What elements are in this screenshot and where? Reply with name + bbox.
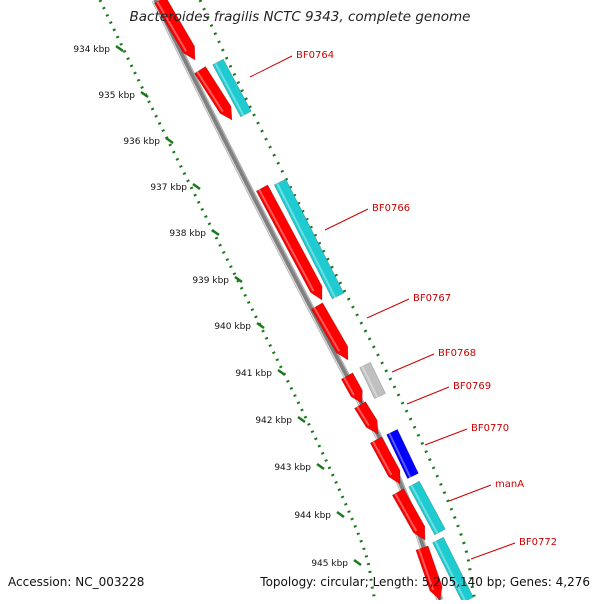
kbp-tick-label: 935 kbp [98, 91, 135, 101]
cds-forward-bf0772-shine [417, 548, 434, 591]
gene-label: BF0769 [453, 381, 491, 392]
kbp-tick-mark [353, 558, 362, 567]
kbp-tick-mark [256, 321, 265, 330]
topology-value: circular; [320, 575, 369, 589]
cds-forward-bf0764-shine [196, 71, 224, 113]
cds-reverse-bf0766 [273, 178, 345, 300]
kbp-tick-mark [140, 90, 149, 99]
kbp-tick-mark [336, 510, 345, 519]
backbone-layer [151, 0, 444, 602]
gene-leader-line [424, 428, 468, 446]
kbp-tick-label: 940 kbp [214, 322, 251, 332]
genome-summary-footer: Topology: circular; Length: 5,205,140 bp… [260, 575, 590, 589]
feature-bf0770 [386, 428, 419, 480]
gene-leader-line [391, 353, 435, 373]
kbp-tick-label: 936 kbp [123, 137, 160, 147]
feature-layer [153, 0, 474, 604]
cds-reverse-bf0764 [212, 58, 252, 118]
feature-bf0768 [359, 361, 386, 400]
cds-forward-mana-shine [394, 493, 418, 532]
gene-label: BF0770 [471, 423, 509, 434]
kbp-tick-mark [234, 275, 243, 284]
gene-leader-line [406, 386, 450, 405]
kbp-tick-mark [297, 415, 306, 424]
length-label: Length: [372, 575, 419, 589]
gene-label: BF0768 [438, 348, 476, 359]
gene-label-layer: BF0764 BF0766 BF0767 BF0768 BF0769 BF0770 manA… [249, 50, 557, 560]
backbone-line [153, 0, 442, 601]
accession-label: Accession: [8, 575, 72, 589]
cds-forward-bf0767-shine [313, 307, 341, 352]
kbp-tick-mark [115, 44, 124, 53]
kbp-tick-label: 934 kbp [73, 45, 110, 55]
gene-leader-line [249, 55, 293, 78]
genes-value: 4,276 [555, 575, 590, 589]
cds-reverse-bf0772 [432, 536, 474, 604]
cds-forward-bf0769 [354, 401, 379, 435]
kbp-tick-label: 944 kbp [294, 511, 331, 521]
tick-layer: 934 kbp 935 kbp 936 kbp 937 kbp 938 kbp 939 k… [73, 0, 477, 601]
gene-label: BF0767 [413, 293, 451, 304]
gene-label: manA [495, 479, 524, 490]
cds-reverse-bf0764-shine [214, 62, 245, 116]
genes-label: Genes: [509, 575, 552, 589]
accession-value: NC_003228 [75, 575, 145, 589]
cds-forward-bf0770 [369, 436, 401, 485]
length-value: 5,205,140 bp; [421, 575, 507, 589]
cds-forward-bf0769-shine [356, 406, 370, 427]
gene-leader-line [366, 298, 410, 319]
gene-leader-line [324, 208, 369, 231]
cds-reverse-mana [408, 480, 446, 536]
gene-label: BF0772 [519, 537, 557, 548]
kbp-tick-label: 943 kbp [274, 463, 311, 473]
kbp-tick-label: 939 kbp [192, 276, 229, 286]
gene-leader-line [470, 542, 516, 560]
gene-leader-line [448, 484, 492, 502]
cds-forward-bf0770-shine [372, 441, 393, 476]
cds-reverse-mana-shine [410, 484, 439, 534]
kbp-tick-mark [165, 136, 174, 145]
feature-bf0768-shine [361, 365, 379, 398]
cds-forward-bf0772 [415, 545, 443, 601]
cds-forward-bf0763-shine [156, 1, 187, 52]
map-title: Bacteroides fragilis NCTC 9343, complete… [129, 9, 471, 25]
topology-label: Topology: [260, 575, 317, 589]
accession-footer: Accession: NC_003228 [8, 575, 144, 589]
gene-label: BF0764 [296, 50, 334, 61]
cds-forward-bf0763 [153, 0, 196, 61]
gene-label: BF0766 [372, 203, 410, 214]
feature-bf0770-shine [388, 432, 412, 478]
cds-forward-mana [391, 488, 426, 541]
cds-forward-bf0764 [194, 66, 233, 121]
kbp-tick-label: 942 kbp [255, 416, 292, 426]
cds-reverse-bf0772-shine [434, 540, 467, 602]
cds-forward-bf0766 [255, 184, 323, 301]
kbp-tick-mark [316, 462, 325, 471]
kbp-tick-mark [211, 228, 220, 237]
kbp-tick-mark [192, 182, 201, 191]
kbp-tick-label: 937 kbp [150, 183, 187, 193]
kbp-tick-label: 941 kbp [235, 369, 272, 379]
kbp-tick-label: 938 kbp [169, 229, 206, 239]
cds-reverse-bf0766-shine [276, 183, 336, 298]
cds-forward-bf0768 [340, 372, 363, 404]
kbp-tick-label: 945 kbp [311, 559, 348, 569]
cds-forward-bf0766-shine [258, 189, 315, 292]
cds-forward-bf0767 [310, 302, 349, 361]
kbp-tick-mark [277, 368, 286, 377]
cds-forward-bf0768-shine [343, 377, 355, 396]
